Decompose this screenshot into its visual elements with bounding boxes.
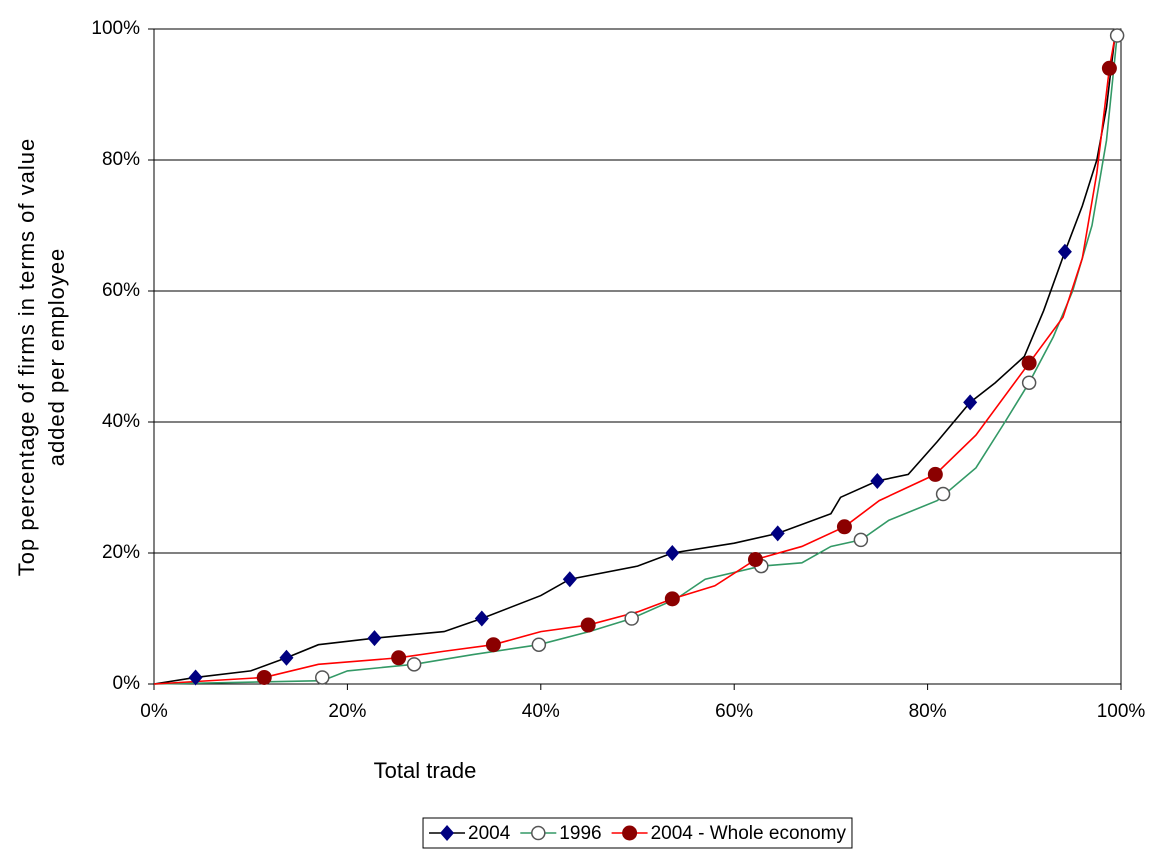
y-tick-label: 20%	[102, 542, 140, 563]
marker	[531, 637, 547, 652]
marker	[963, 394, 978, 411]
marker	[1109, 28, 1125, 43]
legend-label: 2004	[468, 823, 511, 844]
marker	[624, 611, 639, 626]
marker	[853, 532, 869, 548]
marker	[485, 637, 501, 653]
marker	[1021, 375, 1037, 390]
x-tick-label: 40%	[522, 701, 560, 722]
marker	[622, 825, 638, 841]
marker	[188, 669, 203, 686]
y-tick-label: 40%	[102, 411, 140, 432]
marker	[367, 630, 382, 647]
series-line	[153, 35, 1116, 685]
plot-frame	[153, 28, 1122, 685]
x-tick-label: 20%	[328, 701, 366, 722]
legend-label: 1996	[559, 823, 601, 844]
marker	[665, 545, 680, 561]
x-axis-title: Total trade	[374, 758, 477, 783]
marker	[927, 466, 943, 482]
marker	[836, 519, 852, 535]
marker	[562, 571, 577, 588]
marker	[531, 825, 546, 841]
marker	[870, 472, 885, 489]
series-line	[153, 42, 1116, 685]
marker	[406, 657, 422, 672]
legend-item: 2004	[429, 823, 511, 844]
legend-item: 2004 - Whole economy	[611, 823, 847, 844]
marker	[1101, 60, 1117, 76]
y-axis-title: Top percentage of firms in terms of valu…	[14, 138, 69, 576]
marker	[935, 486, 951, 502]
y-tick-label: 0%	[113, 673, 141, 694]
x-tick-label: 100%	[1097, 701, 1146, 722]
y-axis-title-line: Top percentage of firms in terms of valu…	[14, 138, 39, 576]
legend-label: 2004 - Whole economy	[651, 823, 847, 844]
x-tick-label: 0%	[140, 701, 168, 722]
y-tick-label: 80%	[102, 149, 140, 170]
marker	[1057, 243, 1072, 260]
legend-item: 1996	[520, 823, 602, 844]
x-tick-label: 80%	[909, 701, 947, 722]
marker	[256, 669, 272, 685]
marker	[747, 552, 763, 568]
marker	[580, 617, 596, 633]
y-axis-title-line: added per employee	[44, 248, 69, 467]
marker	[664, 591, 680, 607]
y-tick-label: 60%	[102, 280, 140, 301]
y-tick-label: 100%	[91, 18, 140, 39]
marker	[1021, 355, 1037, 371]
marker	[391, 650, 407, 666]
marker	[770, 525, 785, 542]
marker	[279, 649, 294, 666]
marker	[315, 670, 330, 685]
x-tick-label: 60%	[715, 701, 753, 722]
marker	[440, 825, 455, 841]
legend: 2004 1996 2004 - Whole economy	[422, 817, 853, 849]
marker	[474, 610, 489, 627]
series-line	[153, 35, 1118, 685]
